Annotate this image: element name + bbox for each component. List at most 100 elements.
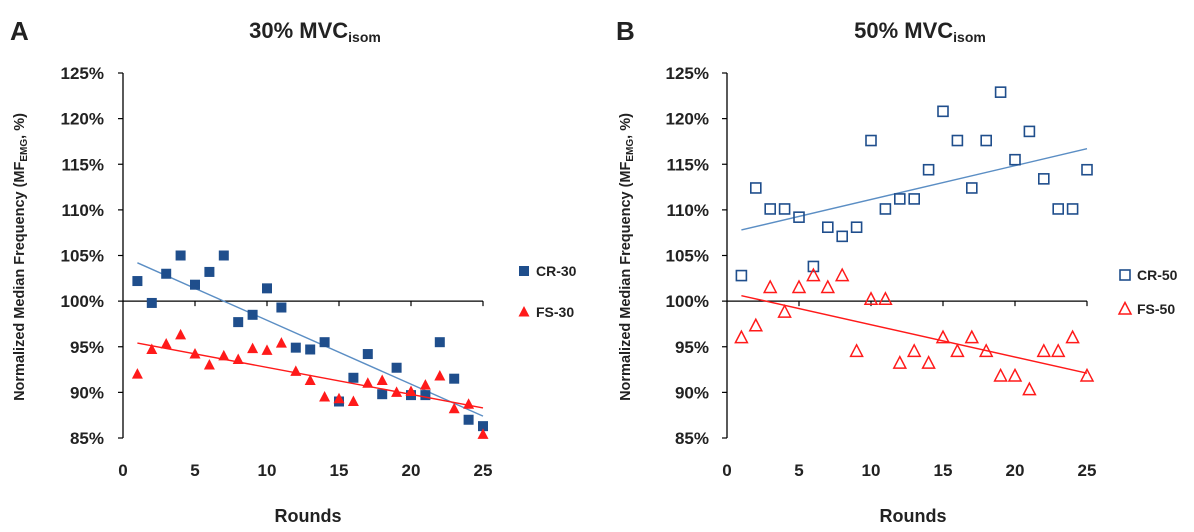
data-point-cr-50: [836, 230, 849, 243]
data-point-fs-50: [1007, 367, 1023, 382]
x-tick-label: 0: [722, 461, 731, 480]
data-point-fs-30: [319, 390, 331, 402]
y-tick-label: 115%: [61, 155, 104, 174]
data-point-cr-30: [362, 349, 373, 360]
data-point-cr-50: [965, 182, 978, 194]
data-point-fs-30: [131, 368, 143, 379]
chart-title-subscript: isom: [953, 29, 986, 45]
chart-title: 30% MVCisom: [249, 18, 381, 45]
data-point-fs-30: [189, 348, 201, 359]
series-cr-50: [735, 86, 1093, 282]
data-point-fs-50: [863, 291, 879, 306]
y-axis-label-main: Normalized Median Frequency (MF: [12, 162, 28, 401]
data-point-fs-30: [405, 385, 417, 396]
data-point-fs-50: [1022, 381, 1037, 396]
data-point-fs-50: [1065, 329, 1080, 344]
data-point-fs-50: [762, 279, 778, 294]
y-axis-label-main: Normalized Median Frequency (MF: [618, 162, 634, 401]
series-fs-30: [131, 328, 489, 439]
data-point-cr-30: [305, 344, 316, 355]
x-tick-label: 15: [934, 461, 953, 480]
x-tick-label: 25: [474, 461, 493, 480]
data-point-fs-30: [275, 337, 287, 348]
x-axis-label: Rounds: [275, 506, 342, 526]
data-point-fs-30: [304, 374, 316, 386]
data-point-cr-50: [1023, 125, 1036, 138]
data-point-fs-30: [203, 359, 215, 370]
x-tick-label: 25: [1078, 461, 1097, 480]
series-cr-30: [132, 250, 488, 432]
data-point-cr-30: [233, 317, 244, 328]
data-point-cr-30: [377, 389, 388, 400]
data-point-fs-50: [1079, 367, 1095, 382]
data-point-fs-50: [921, 355, 936, 369]
chart-panel-b: B 50% MVCisom 85% 90% 95% 100% 105% 110% 115% 120…: [616, 16, 1178, 526]
data-point-cr-30: [478, 421, 488, 432]
trendline-cr-50: [741, 148, 1088, 231]
data-point-cr-30: [175, 250, 186, 261]
data-point-fs-30: [218, 349, 230, 361]
data-point-cr-30: [132, 276, 143, 287]
data-point-cr-50: [865, 134, 877, 147]
chart-panel-a: A 30% MVCisom 85% 90% 95% 100% 105% 110% 115% 120…: [10, 16, 577, 526]
data-point-cr-30: [262, 283, 272, 294]
data-point-cr-30: [319, 337, 330, 348]
legend-label-cr-30: CR-30: [536, 263, 577, 279]
data-point-cr-30: [276, 302, 287, 313]
x-tick-label: 20: [1006, 461, 1025, 480]
data-point-cr-50: [951, 134, 964, 147]
data-point-cr-50: [764, 203, 777, 215]
data-point-fs-30: [261, 344, 273, 355]
data-point-cr-30: [146, 297, 157, 308]
data-point-cr-30: [391, 362, 402, 373]
x-tick-label: 0: [118, 461, 127, 480]
data-point-cr-30: [204, 266, 215, 277]
data-point-cr-50: [793, 211, 805, 223]
data-point-cr-50: [1052, 203, 1064, 215]
data-point-fs-30: [477, 428, 489, 439]
data-point-fs-30: [362, 377, 374, 388]
data-point-fs-50: [1050, 343, 1066, 358]
legend-marker-fs-30: [518, 306, 530, 317]
x-axis-label: Rounds: [880, 506, 947, 526]
data-point-fs-30: [232, 353, 244, 365]
data-point-cr-50: [893, 193, 906, 205]
x-tick-label: 10: [862, 461, 881, 480]
y-tick-label: 90%: [675, 383, 709, 402]
y-axis-label-suffix: , %): [618, 113, 634, 139]
series-fs-50: [734, 267, 1095, 396]
data-point-cr-30: [247, 309, 258, 320]
x-tick-label: 15: [330, 461, 349, 480]
y-tick-label: 85%: [675, 429, 709, 448]
panel-letter: B: [616, 16, 635, 46]
data-point-cr-30: [434, 337, 445, 348]
data-point-cr-50: [821, 221, 834, 234]
data-point-fs-30: [391, 386, 403, 397]
data-point-cr-30: [420, 390, 431, 401]
y-axis-label: Normalized Median Frequency (MFEMG, %): [618, 113, 636, 401]
data-point-cr-50: [937, 105, 949, 118]
data-point-fs-30: [146, 343, 158, 354]
data-point-cr-30: [449, 373, 460, 384]
data-point-cr-50: [807, 260, 820, 273]
data-point-cr-50: [922, 163, 935, 176]
data-point-fs-30: [175, 328, 187, 340]
data-point-cr-50: [994, 86, 1007, 98]
legend-marker-cr-30: [519, 266, 529, 276]
y-axis-label: Normalized Median Frequency (MFEMG, %): [12, 113, 30, 401]
panel-letter: A: [10, 16, 29, 46]
legend-label-fs-30: FS-30: [536, 304, 574, 320]
data-point-cr-50: [1066, 203, 1079, 215]
y-axis-label-subscript: EMG: [625, 139, 636, 162]
data-point-cr-50: [850, 221, 863, 234]
data-point-fs-50: [777, 303, 792, 318]
data-point-fs-50: [906, 343, 922, 358]
y-tick-label: 110%: [666, 201, 709, 220]
data-point-fs-50: [791, 279, 807, 294]
y-tick-label: 90%: [70, 383, 104, 402]
y-axis-label-suffix: , %): [12, 113, 28, 139]
y-tick-label: 120%: [666, 110, 709, 129]
data-point-cr-30: [348, 372, 359, 383]
